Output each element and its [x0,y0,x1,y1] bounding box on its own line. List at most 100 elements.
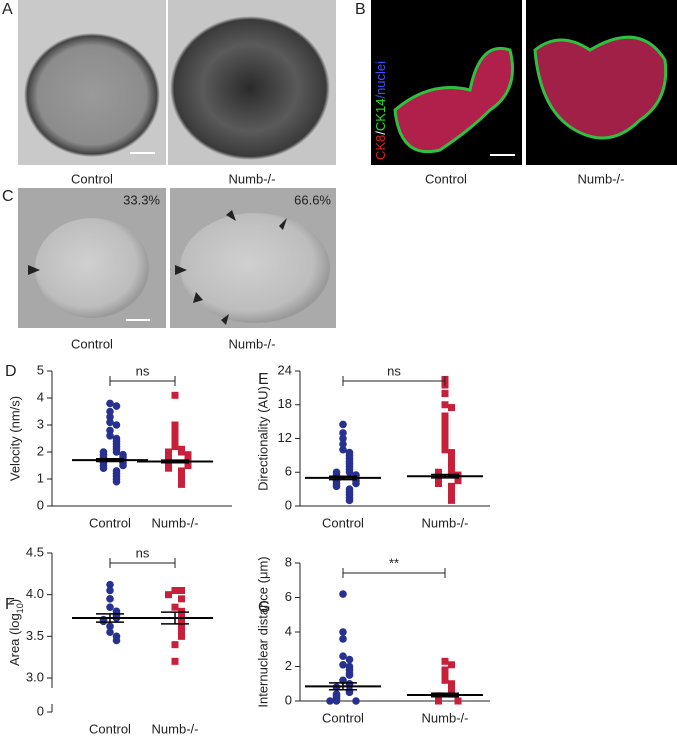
data-point [171,391,179,399]
caption: Numb-/- [229,336,276,351]
tissue [393,47,514,154]
y-tick-label: 6 [285,589,292,604]
data-point [352,479,360,488]
data-point [178,628,185,636]
y-tick-label: 4.0 [26,586,44,601]
y-tick-label: 5 [37,362,44,377]
y-tick-label: 3.5 [26,628,44,643]
panel-label: F [5,596,15,613]
caption: Control [71,336,113,351]
y-tick-label: 3 [37,416,44,431]
data-point [178,448,185,456]
data-point [184,462,192,469]
data-point [178,595,185,603]
significance-bracket [342,376,446,386]
data-point [448,404,455,412]
data-point [441,440,449,448]
x-tick-label: Numb-/- [422,710,469,725]
data-point [339,445,347,454]
data-point [106,413,114,421]
data-point [352,697,360,705]
data-point [178,616,185,624]
data-point [171,603,179,611]
y-axis-label-part: 10 [15,603,25,613]
x-tick-label: Control [89,515,131,530]
data-point [339,660,347,669]
caption: Control [425,171,467,186]
data-point [326,697,334,705]
stain: / [373,131,388,135]
stain-label: CK8/CK14/nuclei [373,61,388,160]
y-tick-label: 0 [285,497,292,512]
data-point [171,587,179,594]
data-point [178,480,185,488]
data-point [106,586,114,595]
y-tick-label: 24 [278,362,292,377]
data-point [345,468,354,477]
panel-label: B [355,1,366,18]
panel-label: G [258,599,270,616]
data-point [99,464,108,473]
data-point [171,641,179,649]
error-bar [431,473,459,479]
significance-bracket [342,568,446,578]
data-point [332,697,341,705]
data-point [178,632,185,640]
data-point [112,448,121,456]
y-axis-label: Internuclear distance (μm) [255,556,270,707]
percent: 66.6% [294,192,331,207]
data-point [171,421,179,429]
data-point [339,628,347,636]
data-point [112,402,121,410]
data-point [441,390,449,397]
stain: CK14 [373,99,388,132]
x-tick-label: Control [322,515,364,530]
data-point [106,603,114,611]
annotation: ns [136,363,150,378]
y-tick-label: 0 [37,703,44,718]
data-point [99,617,108,626]
data-point [441,666,449,674]
y-tick-label: 1 [37,470,44,485]
data-point [106,418,114,427]
data-point [178,587,185,594]
x-tick-label: Numb-/- [422,515,469,530]
data-point [106,622,114,631]
data-point [448,661,455,669]
y-axis-label-part: ) [7,599,22,603]
percent: 33.3% [123,192,160,207]
error-bar [96,458,124,463]
error-bar [96,613,124,623]
y-tick-label: 2 [285,658,292,673]
x-tick-label: Control [89,721,131,736]
error-bar [431,692,459,698]
y-tick-label: 12 [278,430,292,445]
data-point [106,432,114,440]
tissue [533,35,668,140]
annotation: ** [389,555,399,570]
data-point [106,407,114,416]
data-point [339,429,347,437]
data-point [171,443,179,451]
organoid [35,218,149,318]
data-point [441,676,449,684]
x-tick-label: Numb-/- [152,721,199,736]
data-point [441,657,449,665]
data-point [112,477,121,486]
data-point [339,652,347,660]
y-tick-label: 4 [285,623,292,638]
data-point [441,401,449,409]
data-point [345,496,354,505]
data-point [178,607,185,615]
data-point [332,482,341,491]
error-bar [329,682,357,691]
caption: Numb-/- [229,171,276,186]
panel-label: D [5,363,17,380]
data-point [441,418,449,426]
data-point [171,432,179,440]
data-point [339,590,347,598]
x-tick-label: Numb-/- [152,515,199,530]
caption: Numb-/- [578,171,625,186]
data-point [441,435,449,442]
panel-label: C [2,188,14,205]
